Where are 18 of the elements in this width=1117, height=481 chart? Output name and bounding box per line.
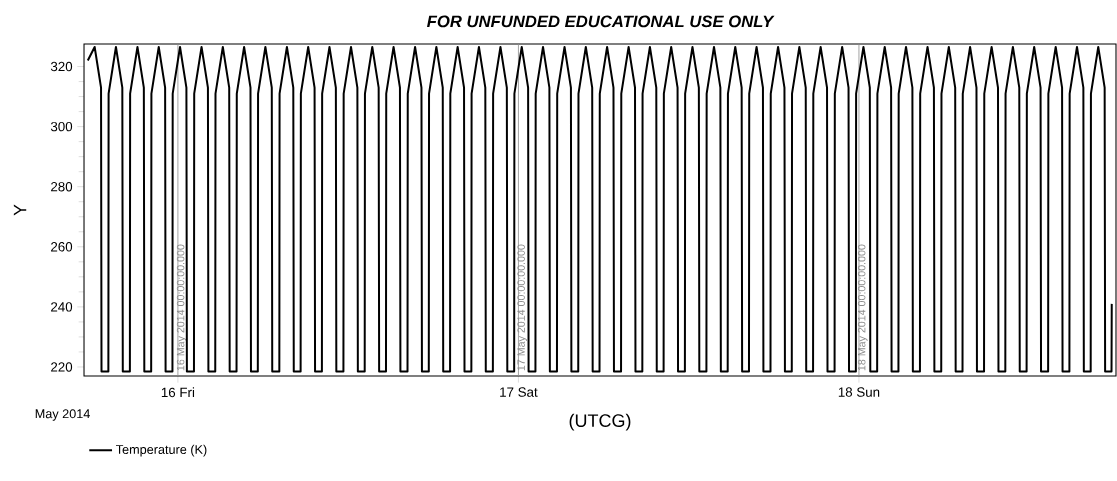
chart-title: FOR UNFUNDED EDUCATIONAL USE ONLY	[427, 15, 775, 28]
legend-label: Temperature (K)	[116, 444, 207, 457]
x-tick-label: 16 Fri	[161, 387, 195, 398]
ref-line-label: 17 May 2014 00:00:00.000	[517, 244, 528, 371]
text: May 2014	[35, 409, 90, 421]
y-tick-label: 280	[51, 181, 73, 192]
y-tick-label: 300	[50, 121, 73, 132]
x-tick-label: 18 Sun	[838, 387, 880, 397]
line-series	[86, 46, 1113, 373]
ref-line-label: 18 May 2014 00:00:00.000	[857, 244, 868, 371]
y-axis-title: Y	[13, 204, 27, 216]
x-axis-title: (UTCG)	[569, 413, 631, 431]
y-tick-label: 260	[51, 242, 73, 252]
x-tick-label: 17 Sat	[500, 387, 538, 397]
y-tick-label: 240	[51, 302, 73, 312]
y-tick-label: 220	[51, 362, 73, 372]
y-tick-label: 320	[50, 61, 73, 72]
ref-line-label: 16 May 2014 00:00:00.000	[176, 244, 187, 371]
